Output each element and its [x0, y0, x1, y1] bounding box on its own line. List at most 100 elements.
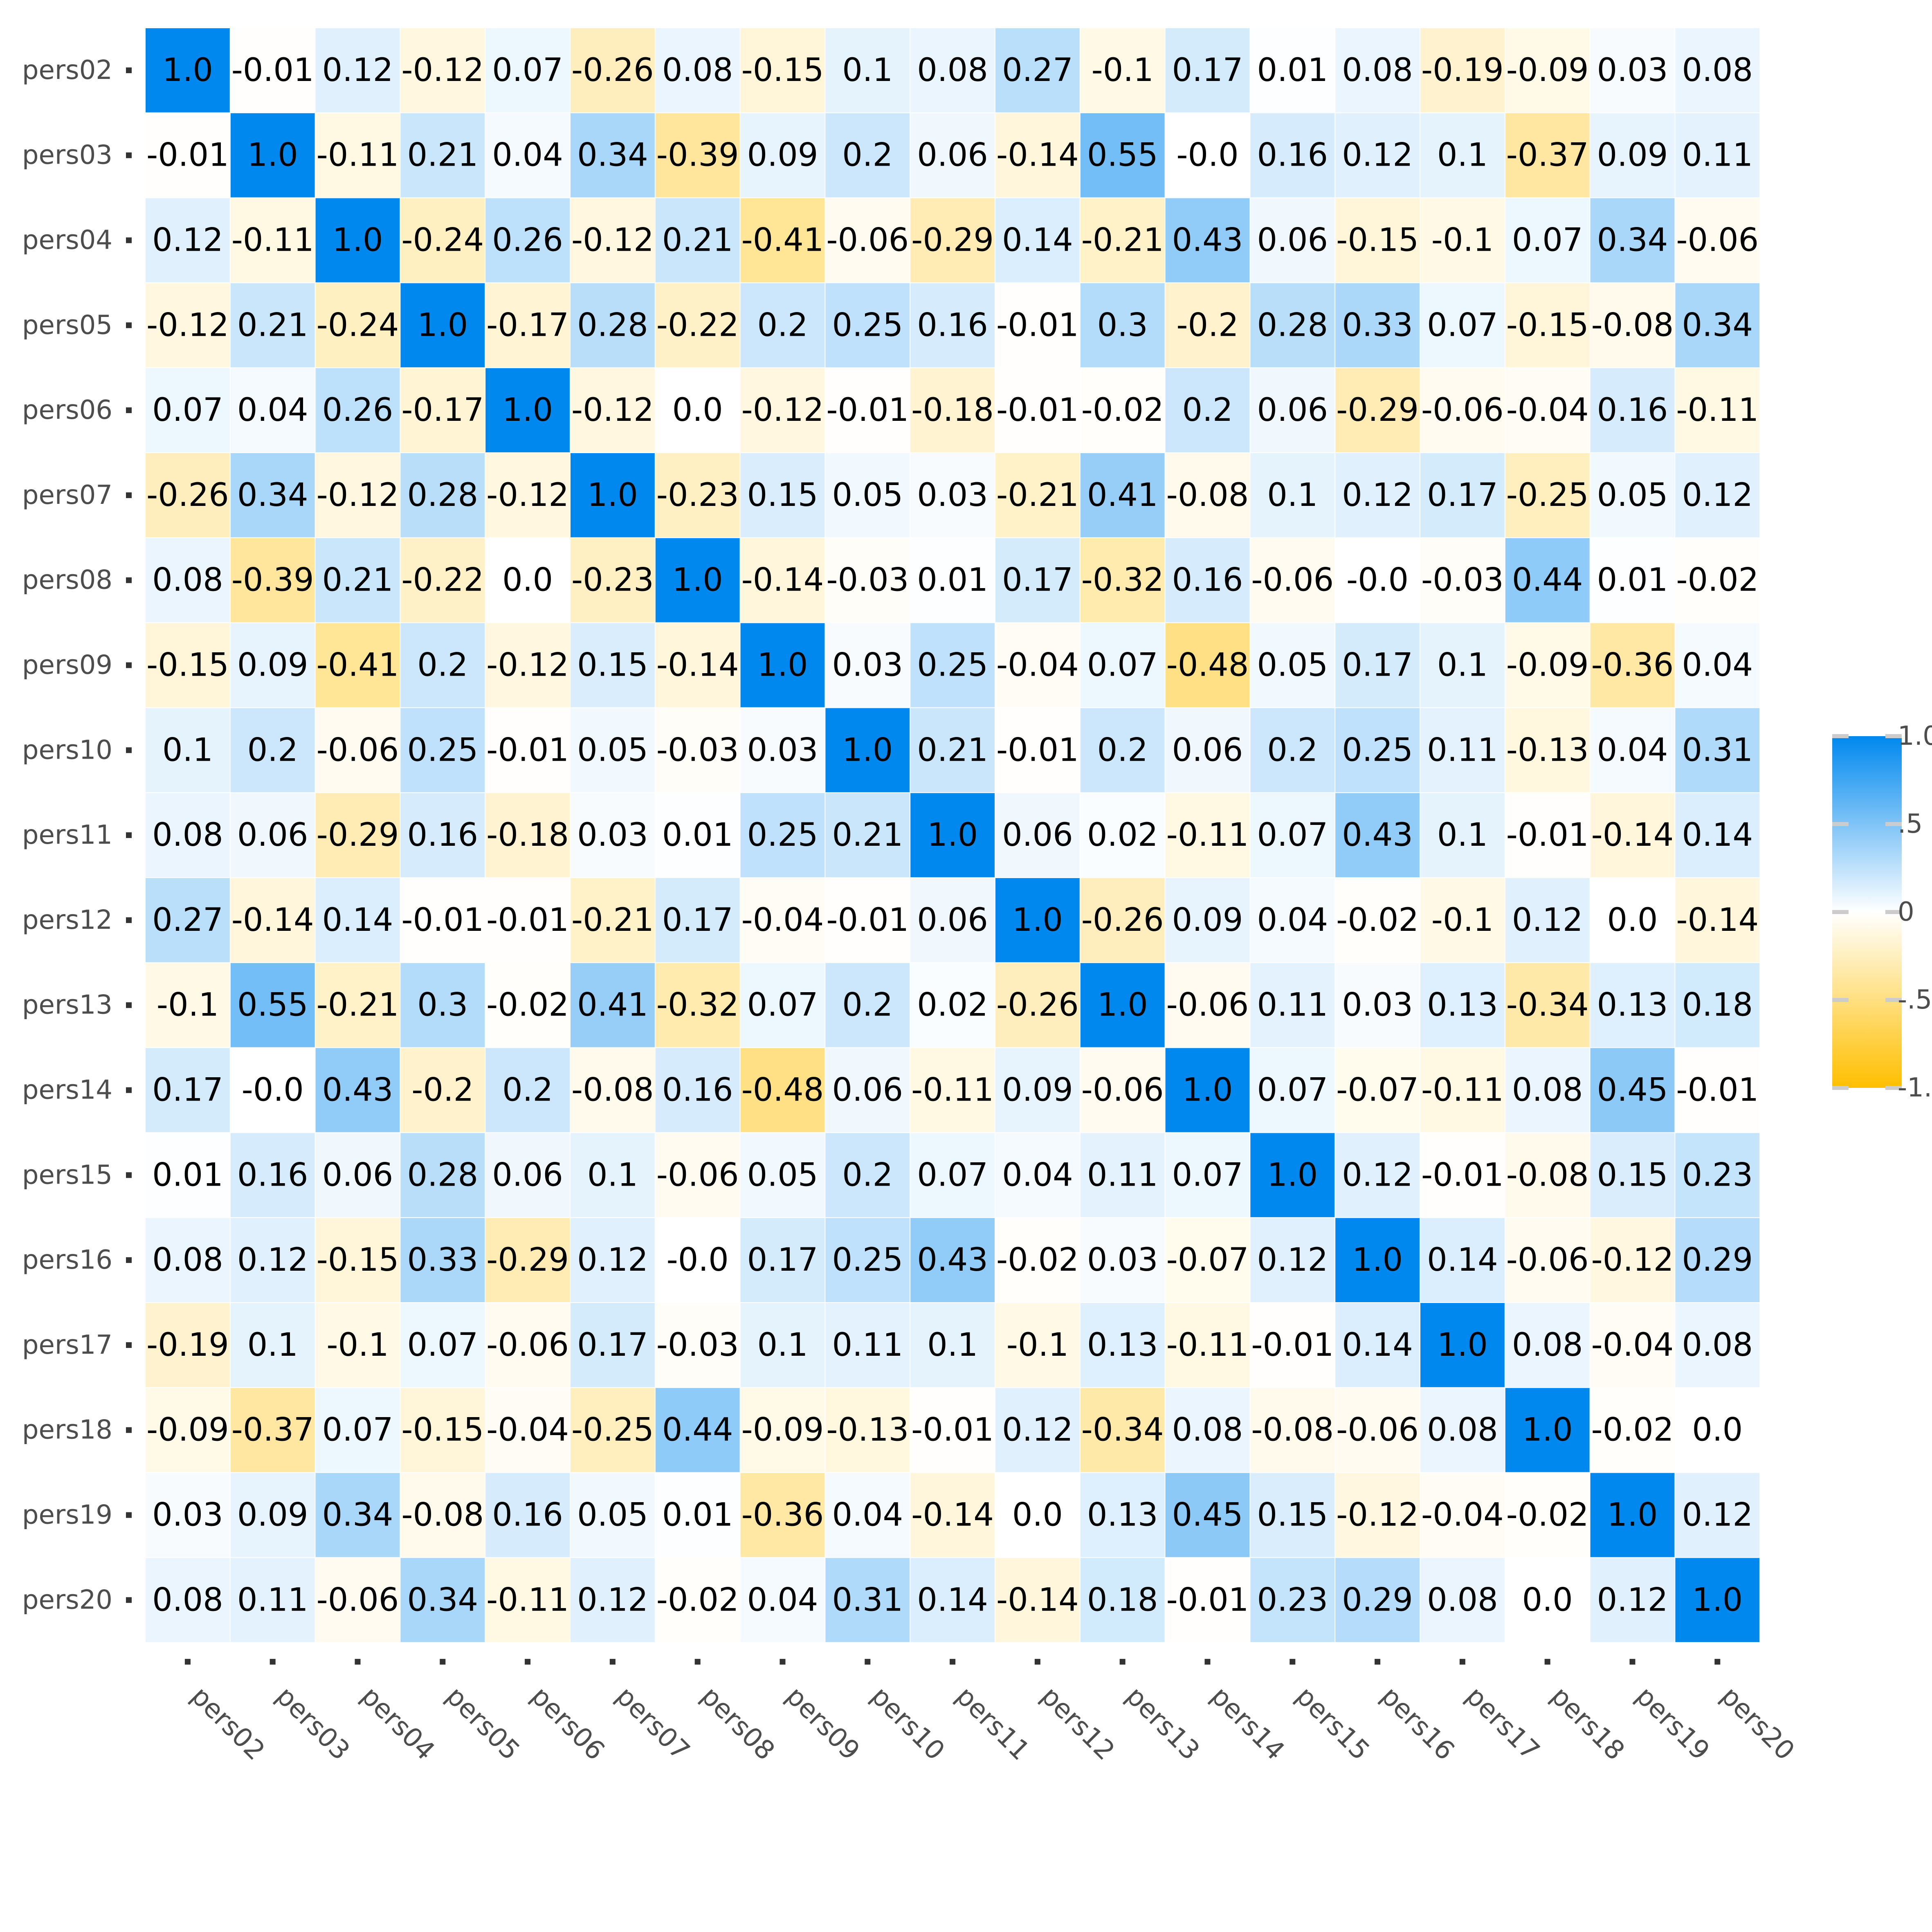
heatmap-cell-pers18-pers04: [315, 1388, 400, 1472]
heatmap-cell-pers09-pers17: [1420, 623, 1505, 708]
cell-value-label: -0.01: [1676, 1072, 1759, 1109]
cell-value-label: 0.27: [152, 902, 223, 939]
heatmap-cell-pers07-pers15: [1250, 453, 1335, 537]
cell-value-label: -0.15: [317, 1242, 399, 1278]
heatmap-cell-pers12-pers09: [740, 878, 825, 962]
heatmap-cell-pers19-pers05: [400, 1473, 485, 1557]
cell-value-label: 0.03: [1342, 987, 1413, 1024]
cell-value-label: 1.0: [842, 732, 893, 768]
heatmap-cell-pers13-pers05: [400, 963, 485, 1047]
cell-value-label: 1.0: [417, 307, 468, 344]
cell-value-label: -0.34: [1081, 1412, 1164, 1449]
cell-value-label: 0.08: [1342, 52, 1413, 89]
cell-value-label: -0.02: [1506, 1497, 1589, 1534]
cell-value-label: -0.12: [317, 477, 399, 514]
heatmap-cell-pers06-pers17: [1420, 368, 1505, 452]
heatmap-cell-pers07-pers17: [1420, 453, 1505, 537]
heatmap-cell-pers20-pers19: [1590, 1558, 1675, 1642]
cell-value-label: -0.04: [741, 902, 824, 939]
heatmap-cell-pers08-pers20: [1675, 538, 1760, 622]
cell-value-label: -0.21: [571, 902, 654, 939]
cell-value-label: -0.02: [996, 1242, 1079, 1278]
cell-value-label: 0.28: [1257, 307, 1328, 344]
cell-value-label: 0.1: [587, 1157, 638, 1193]
heatmap-cell-pers17-pers05: [400, 1303, 485, 1387]
heatmap-cell-pers06-pers14: [1165, 368, 1250, 452]
heatmap-cell-pers06-pers02: [146, 368, 230, 452]
cell-value-label: 0.05: [1257, 647, 1328, 684]
cell-value-label: -0.1: [157, 987, 219, 1024]
cell-value-label: 0.06: [1257, 392, 1328, 429]
heatmap-cell-pers20-pers10: [825, 1558, 910, 1642]
heatmap-cell-pers20-pers08: [655, 1558, 740, 1642]
heatmap-cell-pers15-pers04: [315, 1133, 400, 1218]
y-tick-label: pers15: [22, 1160, 112, 1190]
x-tick-mark: [694, 1659, 701, 1665]
heatmap-cell-pers03-pers05: [400, 113, 485, 198]
heatmap-cell-pers10-pers12: [995, 708, 1080, 793]
y-tick-label: pers20: [22, 1585, 112, 1615]
x-tick-mark: [609, 1659, 616, 1665]
y-tick-mark: [126, 577, 132, 583]
cell-value-label: 0.14: [917, 1582, 988, 1618]
cell-value-label: 0.15: [747, 477, 818, 514]
x-tick-label: pers02: [185, 1681, 271, 1766]
y-tick-mark: [126, 1342, 132, 1348]
heatmap-cell-pers13-pers11: [910, 963, 995, 1047]
heatmap-cell-pers19-pers03: [230, 1473, 315, 1557]
heatmap-cell-pers03-pers13: [1080, 113, 1165, 198]
cell-value-label: -0.06: [1676, 222, 1759, 259]
heatmap-cell-pers15-pers09: [740, 1133, 825, 1218]
y-tick-mark: [126, 1087, 132, 1093]
heatmap-cell-pers04-pers20: [1675, 198, 1760, 283]
heatmap-cell-pers20-pers18: [1505, 1558, 1590, 1642]
heatmap-cell-pers05-pers19: [1590, 283, 1675, 368]
heatmap-cell-pers13-pers09: [740, 963, 825, 1047]
heatmap-cell-pers07-pers20: [1675, 453, 1760, 537]
y-tick-label: pers10: [22, 735, 112, 765]
cell-value-label: -0.29: [911, 222, 994, 259]
cell-value-label: 0.14: [1002, 222, 1073, 259]
cell-value-label: 0.33: [1342, 307, 1413, 344]
cell-value-label: 0.0: [1607, 902, 1658, 939]
heatmap-cell-pers12-pers02: [146, 878, 230, 962]
cell-value-label: 0.12: [152, 222, 223, 259]
cell-value-label: 0.04: [1682, 647, 1753, 684]
cell-value-label: -0.02: [486, 987, 569, 1024]
x-tick-label: pers05: [440, 1681, 526, 1766]
cell-value-label: -0.2: [1176, 307, 1238, 344]
heatmap-cell-pers09-pers12: [995, 623, 1080, 708]
heatmap-cell-pers05-pers09: [740, 283, 825, 368]
heatmap-cell-pers05-pers10: [825, 283, 910, 368]
heatmap-cell-pers06-pers12: [995, 368, 1080, 452]
heatmap-cell-pers06-pers10: [825, 368, 910, 452]
cell-value-label: -0.14: [231, 902, 314, 939]
cell-value-label: 0.21: [662, 222, 733, 259]
cell-value-label: -0.12: [741, 392, 824, 429]
cell-value-label: 0.13: [1597, 987, 1668, 1024]
cell-value-label: 0.14: [322, 902, 393, 939]
heatmap-cell-pers18-pers07: [571, 1388, 655, 1472]
cell-value-label: 0.0: [1012, 1497, 1063, 1534]
cell-value-label: -0.11: [911, 1072, 994, 1109]
heatmap-cell-pers13-pers16: [1335, 963, 1420, 1047]
heatmap-cell-pers13-pers06: [485, 963, 570, 1047]
heatmap-cell-pers08-pers08: [655, 538, 740, 622]
cell-value-label: 0.43: [1172, 222, 1243, 259]
y-tick-label: pers11: [22, 820, 112, 850]
heatmap-cell-pers08-pers11: [910, 538, 995, 622]
cell-value-label: 0.26: [492, 222, 563, 259]
heatmap-cell-pers05-pers16: [1335, 283, 1420, 368]
heatmap-cell-pers10-pers20: [1675, 708, 1760, 793]
cell-value-label: 0.12: [1342, 1157, 1413, 1193]
heatmap-cell-pers19-pers14: [1165, 1473, 1250, 1557]
heatmap-cell-pers19-pers06: [485, 1473, 570, 1557]
heatmap-cell-pers17-pers18: [1505, 1303, 1590, 1387]
heatmap-cell-pers12-pers07: [571, 878, 655, 962]
heatmap-cell-pers11-pers05: [400, 793, 485, 877]
cell-value-label: 0.15: [1257, 1497, 1328, 1534]
heatmap-cell-pers07-pers04: [315, 453, 400, 537]
heatmap-cell-pers20-pers13: [1080, 1558, 1165, 1642]
cell-value-label: -0.11: [1421, 1072, 1504, 1109]
cell-value-label: -0.12: [571, 392, 654, 429]
